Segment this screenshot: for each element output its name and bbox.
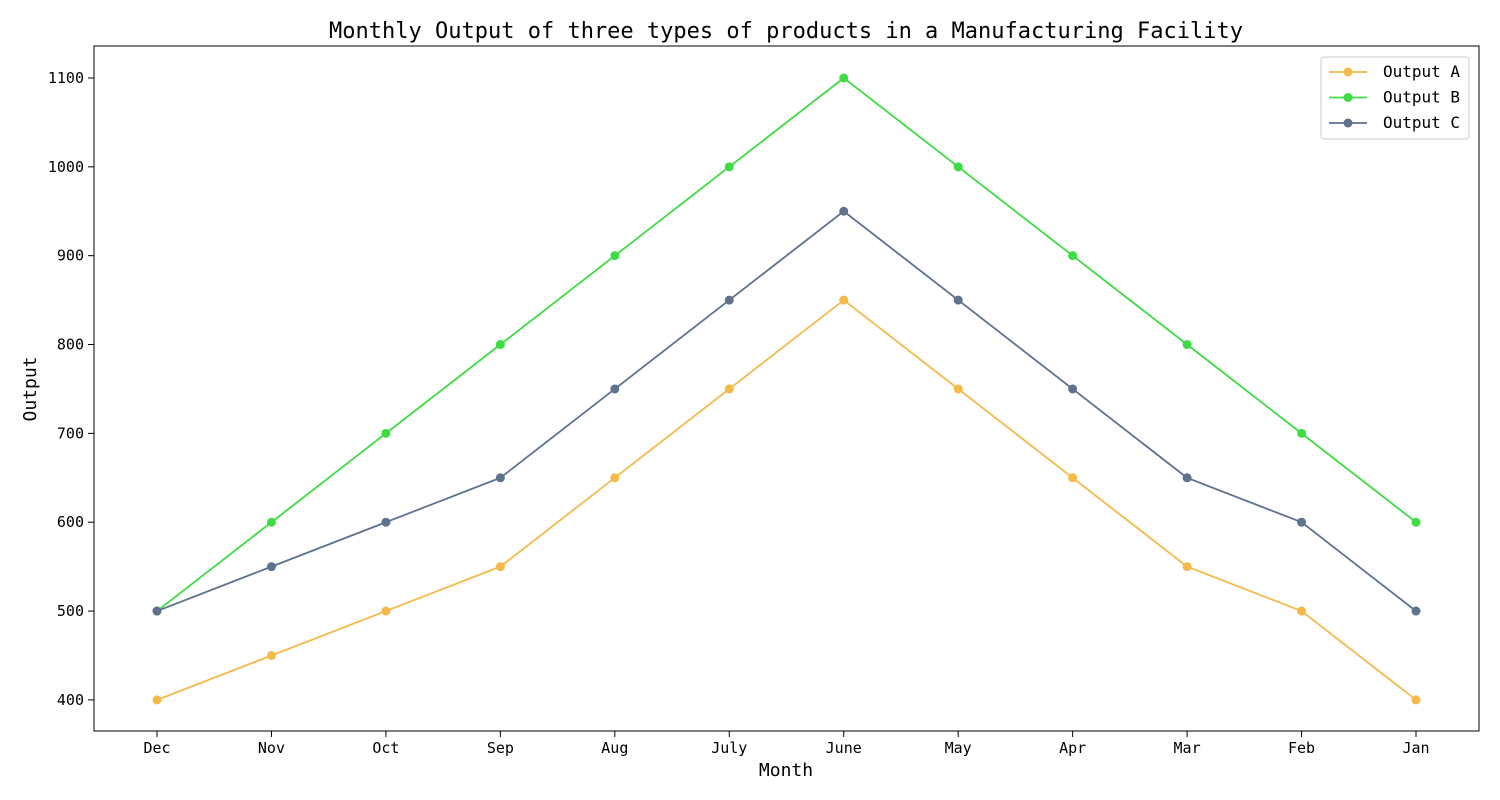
y-tick-label: 400 <box>57 691 84 709</box>
data-point <box>1068 473 1078 483</box>
legend-label: Output C <box>1383 113 1460 132</box>
x-tick-label: Sep <box>487 739 514 757</box>
x-tick-label: Apr <box>1059 739 1086 757</box>
data-point <box>1297 517 1307 527</box>
legend-marker <box>1343 93 1353 102</box>
x-tick-label: Oct <box>372 739 399 757</box>
data-point <box>381 428 391 438</box>
series-output-b <box>152 73 1421 616</box>
data-point <box>266 517 276 527</box>
y-tick-label: 800 <box>57 336 84 354</box>
data-point <box>839 206 849 216</box>
x-tick-label: Mar <box>1174 739 1201 757</box>
series-line <box>156 298 1417 701</box>
legend-marker <box>1343 67 1353 77</box>
data-point <box>953 162 963 172</box>
y-tick-label: 500 <box>57 602 84 620</box>
y-axis: 400 500 600 700 800 900 1000 1100 <box>48 69 94 709</box>
data-point <box>1068 251 1078 261</box>
y-tick-label: 1100 <box>48 69 84 87</box>
x-tick-label: Nov <box>258 739 285 757</box>
data-point <box>1297 428 1307 438</box>
legend: Output A Output B Output C <box>1320 56 1470 140</box>
x-tick-label: Feb <box>1288 739 1315 757</box>
data-point <box>839 295 849 305</box>
x-tick-label: Aug <box>601 739 628 757</box>
series-layer <box>152 73 1421 705</box>
y-tick-label: 600 <box>57 513 84 531</box>
data-point <box>953 295 963 305</box>
data-point <box>1182 562 1192 572</box>
x-axis-label: Month <box>759 760 813 781</box>
legend-marker <box>1343 118 1353 128</box>
series-output-a <box>152 295 1421 705</box>
x-tick-label: Jan <box>1402 739 1429 757</box>
series-line <box>156 76 1417 612</box>
x-tick-label: Dec <box>143 739 170 757</box>
data-point <box>839 73 849 83</box>
x-axis: Dec Nov Oct Sep Aug July June May Apr Mar Feb Jan <box>143 731 1430 757</box>
data-point <box>610 473 620 483</box>
data-point <box>1182 473 1192 483</box>
legend-label: Output A <box>1383 62 1460 81</box>
data-point <box>266 562 276 572</box>
legend-entry: Output C <box>1329 113 1460 132</box>
data-point <box>495 562 505 572</box>
data-point <box>610 384 620 394</box>
data-point <box>381 606 391 616</box>
data-point <box>266 650 276 660</box>
data-point <box>495 473 505 483</box>
legend-entry: Output A <box>1329 62 1460 81</box>
data-point <box>152 606 162 616</box>
data-point <box>953 384 963 394</box>
plot-area-frame <box>93 45 1480 732</box>
data-point <box>1411 606 1421 616</box>
y-axis-label: Output <box>20 356 41 421</box>
data-point <box>610 251 620 261</box>
data-point <box>724 162 734 172</box>
y-tick-label: 1000 <box>48 158 84 176</box>
data-point <box>381 517 391 527</box>
legend-box <box>1320 56 1470 140</box>
data-point <box>724 295 734 305</box>
data-point <box>495 340 505 350</box>
legend-label: Output B <box>1383 88 1460 107</box>
data-point <box>152 695 162 705</box>
chart-title: Monthly Output of three types of product… <box>329 19 1243 44</box>
data-point <box>1411 517 1421 527</box>
data-point <box>1411 695 1421 705</box>
series-output-c <box>152 206 1421 616</box>
series-line <box>156 210 1417 612</box>
data-point <box>1182 340 1192 350</box>
x-tick-label: July <box>711 739 747 757</box>
data-point <box>1297 606 1307 616</box>
legend-entry: Output B <box>1329 88 1460 107</box>
data-point <box>1068 384 1078 394</box>
y-tick-label: 900 <box>57 247 84 265</box>
x-tick-label: June <box>826 739 862 757</box>
y-tick-label: 700 <box>57 424 84 442</box>
x-tick-label: May <box>945 739 972 757</box>
data-point <box>724 384 734 394</box>
